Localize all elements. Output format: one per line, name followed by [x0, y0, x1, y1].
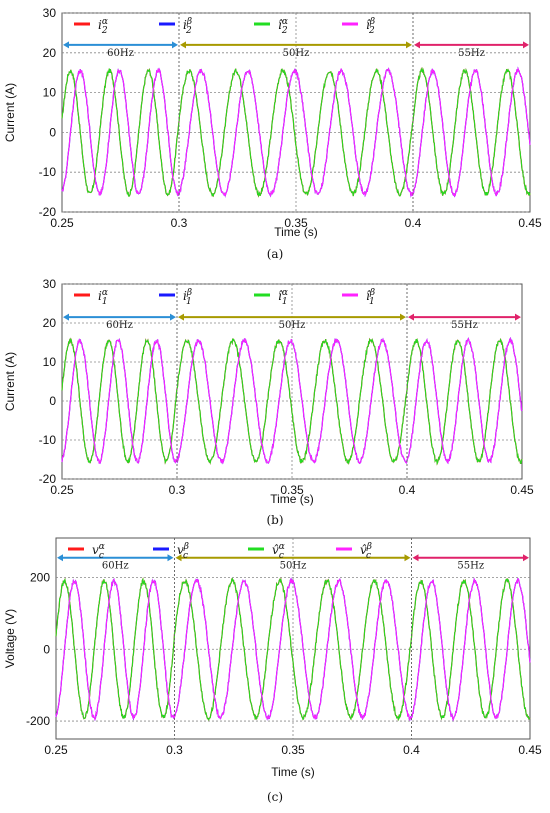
- x-tick-label: 0.3: [169, 483, 186, 497]
- series-line-beta-estimate: [55, 577, 531, 722]
- segment-label: 55Hz: [458, 48, 485, 59]
- x-tick-label: 0.4: [403, 743, 420, 757]
- segment-arrow-head-left: [57, 554, 63, 562]
- y-tick-label: 200: [30, 570, 50, 584]
- segment-arrow-head-left: [180, 41, 186, 49]
- legend-entry: v̂α c: [272, 542, 285, 561]
- x-tick-label: 0.25: [50, 216, 74, 230]
- segment-label: 50Hz: [280, 561, 307, 572]
- y-tick-label: 10: [43, 86, 57, 100]
- segment-arrow-head-left: [178, 313, 184, 321]
- y-tick-label: -10: [39, 165, 57, 179]
- segment-arrow-head-left: [414, 41, 420, 49]
- grid: [62, 283, 522, 480]
- x-tick-label: 0.3: [166, 743, 183, 757]
- y-tick-label: -20: [39, 205, 57, 219]
- x-axis-label: Time (s): [271, 765, 315, 779]
- y-tick-label: -10: [39, 433, 57, 447]
- legend-entry: iβ 1: [183, 288, 192, 307]
- y-tick-label: 30: [43, 6, 57, 20]
- legend-entry: vβ c: [177, 542, 189, 561]
- x-tick-label: 0.35: [280, 483, 304, 497]
- series-line-alpha-estimate: [55, 577, 531, 722]
- legend: vα c vβ c v̂α c v̂β c: [68, 542, 372, 561]
- segment-arrow-head-right: [400, 313, 406, 321]
- x-tick-label: 0.4: [405, 216, 422, 230]
- legend-entry: iα 2: [98, 17, 108, 36]
- segment-label: 60Hz: [102, 561, 129, 572]
- series-group: [61, 336, 523, 466]
- segment-arrow-head-right: [167, 554, 174, 562]
- y-tick-label: 0: [49, 125, 56, 139]
- series-group: [61, 66, 531, 198]
- y-tick-label: 20: [43, 46, 57, 60]
- legend-entry: vα c: [92, 542, 105, 561]
- segment-label: 50Hz: [283, 48, 310, 59]
- x-tick-label: 0.45: [518, 216, 542, 230]
- legend-entry: iα 1: [98, 288, 108, 307]
- legend: iα 1 iβ 1 îα 1 îβ 1: [74, 288, 375, 307]
- y-tick-label: -200: [26, 714, 50, 728]
- segment-label: 55Hz: [457, 561, 484, 572]
- y-axis-label: Voltage (V): [3, 609, 17, 668]
- y-tick-label: -20: [39, 472, 57, 486]
- chart-1: 60Hz 50Hz 55Hz iα 2 iβ 2 îα 2 îβ 2 0.25 0.3 0.35 0.4 0.…: [3, 6, 542, 261]
- segment-arrow-head-right: [170, 313, 176, 321]
- x-axis-label: Time (s): [270, 492, 314, 506]
- x-tick-label: 0.45: [510, 483, 534, 497]
- series-line-beta-estimate: [61, 336, 523, 465]
- segment-arrow-head-left: [63, 41, 69, 49]
- segment-arrow-head-right: [523, 41, 529, 49]
- segment-arrow-head-right: [404, 554, 411, 562]
- y-tick-label: 0: [49, 394, 56, 408]
- legend-entry: îβ 2: [366, 17, 375, 36]
- segment-arrow-head-left: [63, 313, 69, 321]
- segment-label: 50Hz: [279, 320, 306, 331]
- x-axis-label: Time (s): [274, 225, 318, 239]
- x-tick-label: 0.4: [399, 483, 416, 497]
- chart-caption: (a): [267, 247, 284, 261]
- x-tick-label: 0.35: [284, 216, 308, 230]
- legend-entry: îα 1: [278, 288, 288, 307]
- y-axis-label: Current (A): [3, 83, 17, 142]
- series-line-beta-estimate: [61, 66, 531, 198]
- y-tick-label: 20: [43, 316, 57, 330]
- y-tick-label: 0: [43, 642, 50, 656]
- legend-entry: îα 2: [278, 17, 288, 36]
- segment-arrow-head-left: [408, 313, 414, 321]
- x-tick-label: 0.3: [171, 216, 188, 230]
- legend: iα 2 iβ 2 îα 2 îβ 2: [74, 17, 375, 36]
- chart-caption: (c): [267, 790, 283, 804]
- segment-arrow-head-left: [175, 554, 182, 562]
- x-tick-label: 0.25: [50, 483, 74, 497]
- y-tick-label: 10: [43, 355, 57, 369]
- segment-arrow-head-right: [523, 554, 529, 562]
- y-axis-label: Current (A): [3, 352, 17, 411]
- legend-entry: îβ 1: [366, 288, 375, 307]
- segment-label: 60Hz: [106, 320, 133, 331]
- series-line-alpha-estimate: [61, 67, 531, 198]
- segment-label: 60Hz: [107, 48, 134, 59]
- segment-arrow-head-right: [406, 41, 412, 49]
- segment-label: 55Hz: [451, 320, 478, 331]
- segment-arrow-head-right: [515, 313, 521, 321]
- chart-2: 60Hz 50Hz 55Hz iα 1 iβ 1 îα 1 îβ 1 0.25 0.3 0.35 0.4 0.…: [3, 277, 534, 527]
- x-tick-label: 0.25: [44, 743, 68, 757]
- chart-caption: (b): [266, 513, 283, 527]
- series-line-alpha-estimate: [61, 337, 523, 466]
- chart-3: 60Hz 50Hz 55Hz vα c vβ c v̂α c v̂β c 0.25 0.3 0.35 0.4…: [3, 537, 542, 804]
- y-tick-label: 30: [43, 277, 57, 291]
- legend-entry: iβ 2: [183, 17, 192, 36]
- segment-arrow-head-left: [412, 554, 419, 562]
- segment-arrow-head-right: [172, 41, 178, 49]
- x-tick-label: 0.45: [518, 743, 542, 757]
- legend-entry: v̂β c: [360, 542, 372, 561]
- series-group: [55, 577, 531, 722]
- x-tick-label: 0.35: [281, 743, 305, 757]
